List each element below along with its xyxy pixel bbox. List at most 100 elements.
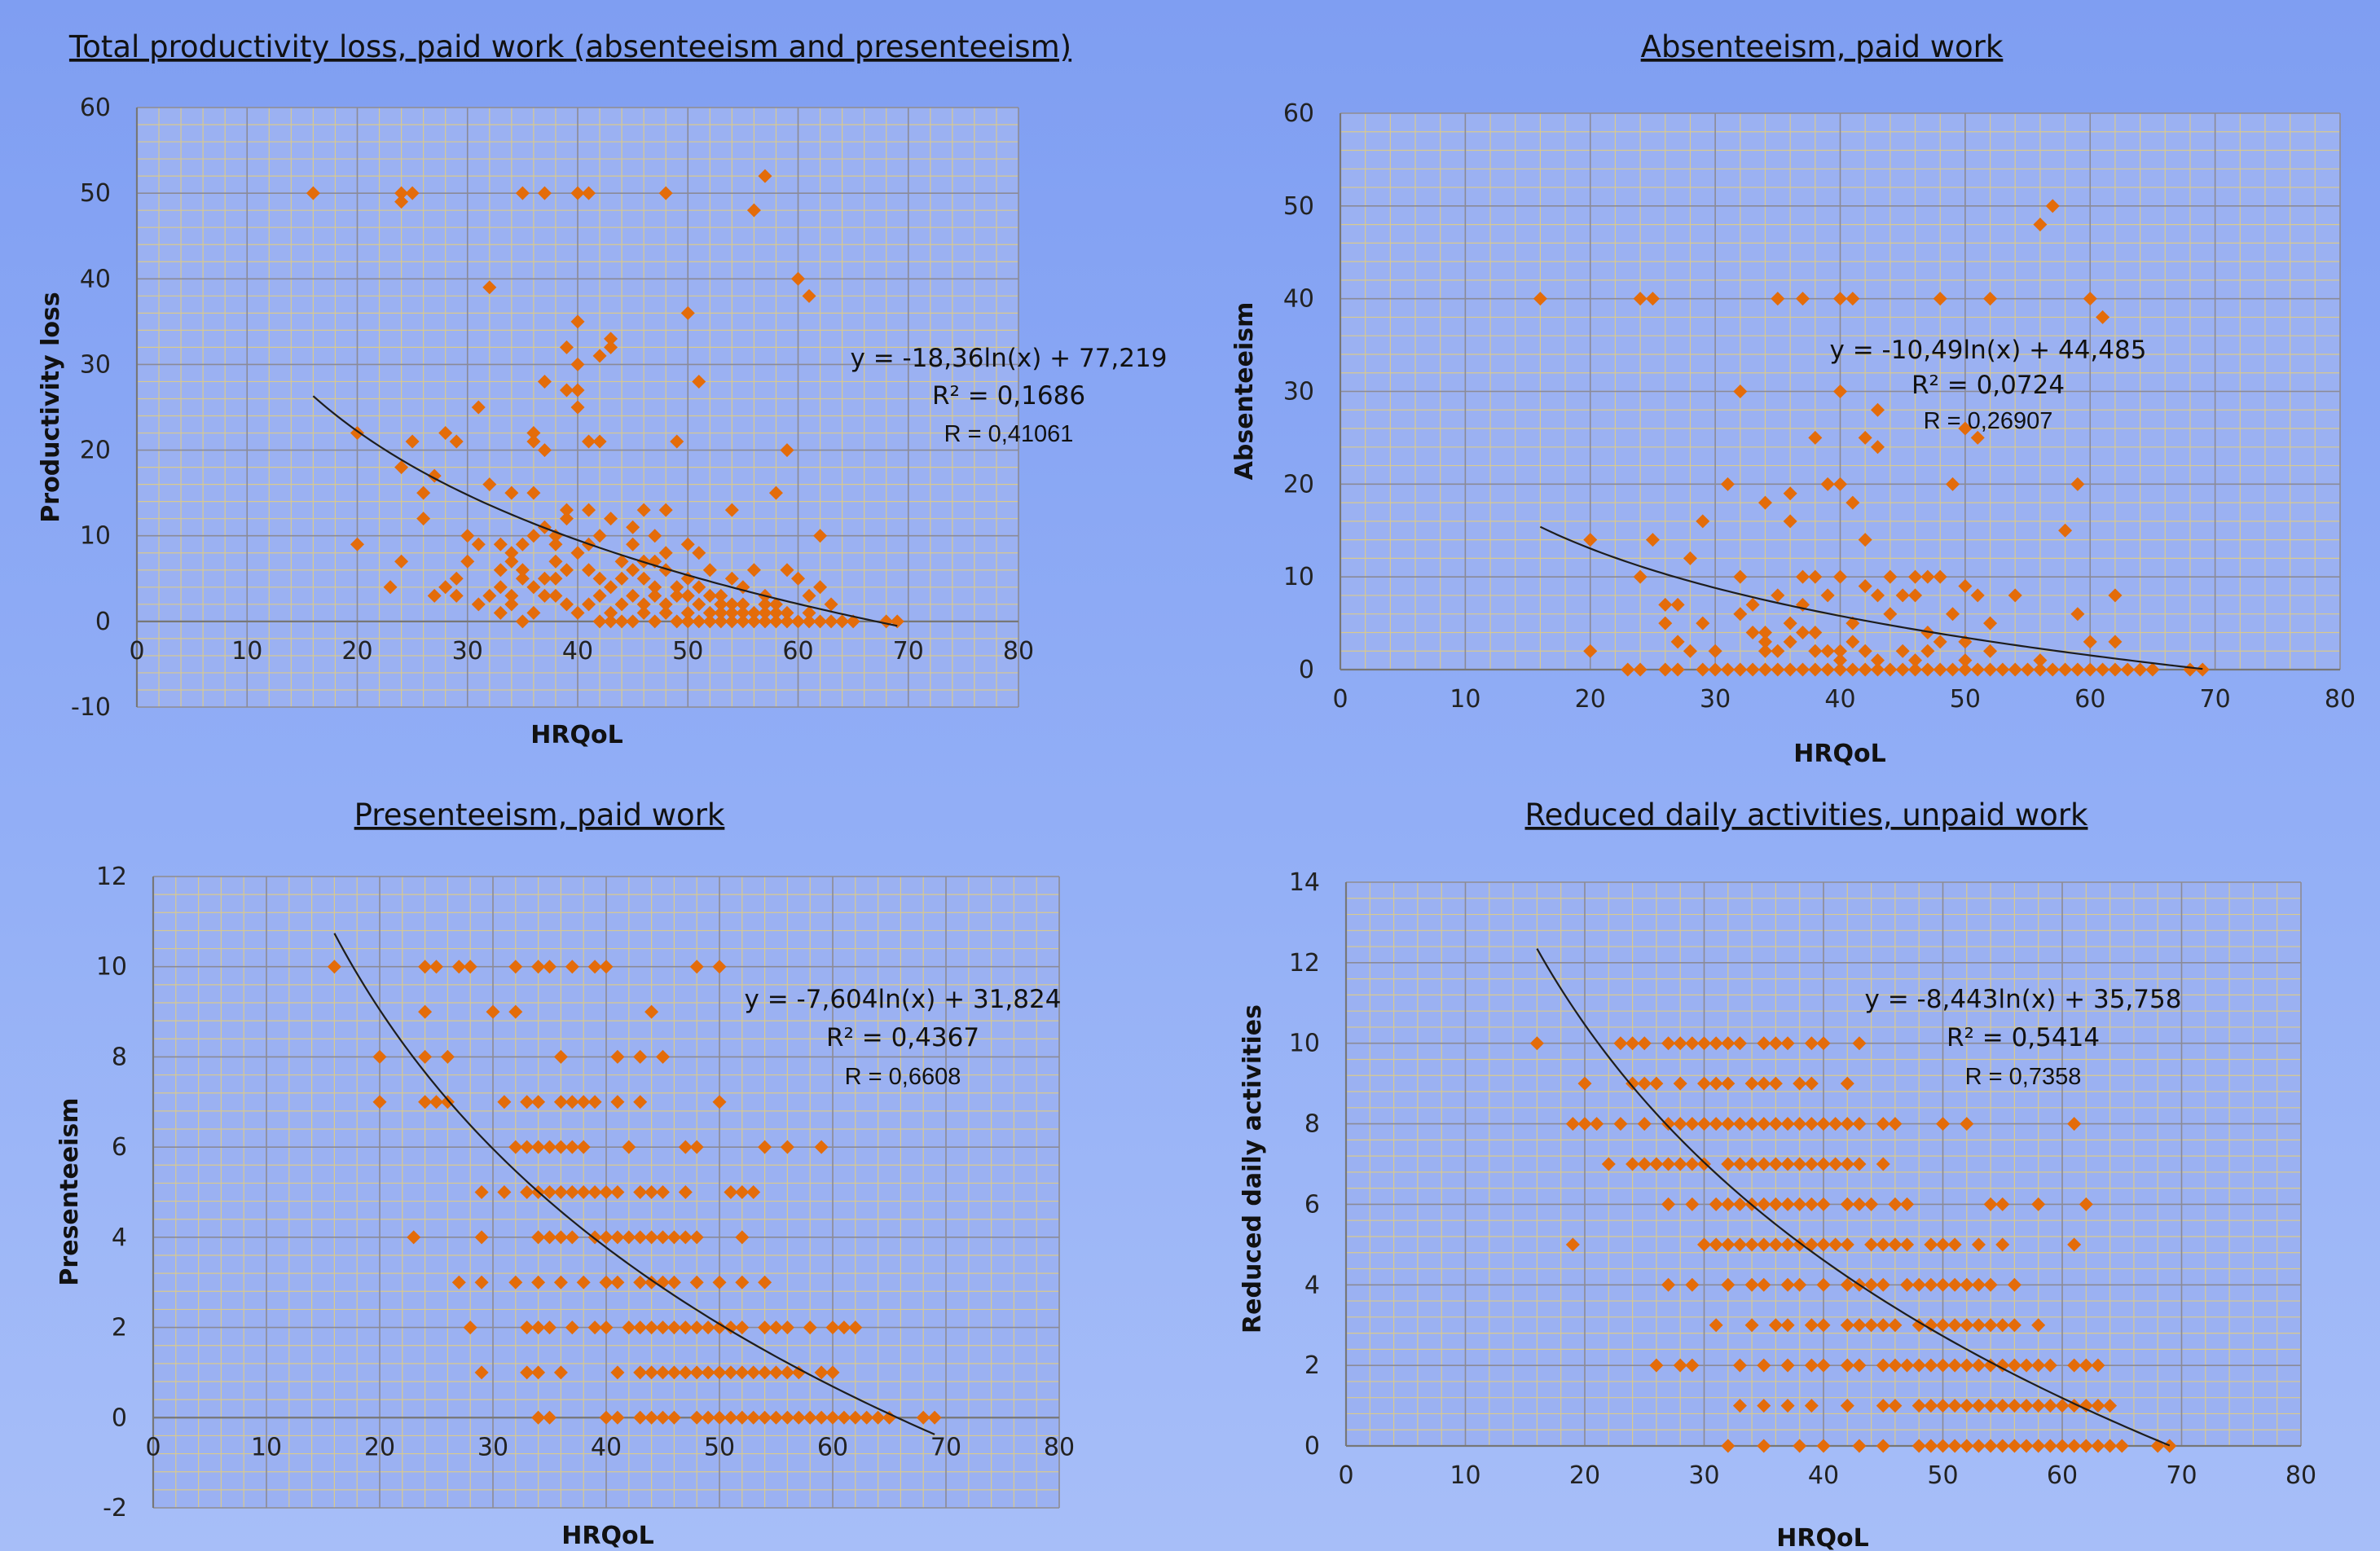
data-point <box>565 1095 579 1109</box>
data-point <box>626 588 640 603</box>
data-point <box>1947 1277 1962 1292</box>
data-point <box>372 1095 387 1109</box>
data-point <box>758 1275 772 1290</box>
data-point <box>604 580 618 595</box>
data-point <box>559 512 574 526</box>
data-point <box>1971 1399 1986 1413</box>
data-point <box>1637 1117 1652 1131</box>
y-tick-label: 0 <box>95 608 111 636</box>
data-point <box>1871 402 1885 417</box>
data-point <box>837 1320 851 1335</box>
data-point <box>372 1049 387 1064</box>
data-point <box>537 374 552 389</box>
data-point <box>633 1230 648 1245</box>
data-point <box>644 1185 659 1199</box>
data-point <box>636 571 651 586</box>
data-point <box>508 960 523 974</box>
data-point <box>570 605 585 620</box>
chart-panel-4: 0 10 20 30 40 50 60 70 80 0 2 4 6 8 10 12 14 Reduced dail… <box>1238 797 2316 1551</box>
data-point <box>599 1410 614 1425</box>
data-point <box>803 1410 817 1425</box>
data-point <box>746 614 761 629</box>
trendline <box>1536 948 2171 1447</box>
data-point <box>2058 523 2073 538</box>
data-point <box>2031 1399 2046 1413</box>
data-point <box>482 477 497 492</box>
data-point <box>656 1230 670 1245</box>
data-point <box>2045 199 2060 213</box>
data-point <box>644 1230 659 1245</box>
data-point <box>508 1275 523 1290</box>
data-point <box>553 1095 568 1109</box>
x-tick-label: 60 <box>2047 1461 2078 1490</box>
data-point <box>1924 1399 1938 1413</box>
data-point <box>1820 662 1835 677</box>
data-point <box>1757 1157 1771 1171</box>
data-point <box>1721 1237 1736 1252</box>
data-point <box>1793 1277 1807 1292</box>
data-point <box>1840 1358 1854 1373</box>
data-point <box>1971 1277 1986 1292</box>
data-point <box>1888 1318 1903 1333</box>
x-tick-label: 70 <box>2166 1461 2197 1490</box>
data-point <box>548 571 563 586</box>
data-point <box>1947 1399 1962 1413</box>
data-point <box>1804 1399 1819 1413</box>
data-point <box>1828 1117 1843 1131</box>
data-point <box>2091 1439 2105 1453</box>
data-point <box>1733 569 1748 584</box>
data-point <box>666 1230 681 1245</box>
data-point <box>565 1140 579 1154</box>
data-point <box>1744 1117 1759 1131</box>
x-tick-label: 50 <box>704 1433 735 1461</box>
data-point <box>2103 1399 2118 1413</box>
data-point <box>449 588 464 603</box>
data-point <box>791 271 805 286</box>
data-point <box>1852 1439 1867 1453</box>
data-point <box>440 1049 455 1064</box>
y-tick-label: 50 <box>80 179 111 208</box>
data-point <box>1828 1157 1843 1171</box>
y-tick-label: 30 <box>80 350 111 379</box>
data-point <box>592 434 607 449</box>
data-point <box>2007 1399 2021 1413</box>
data-point <box>1683 551 1697 565</box>
data-point <box>633 1095 648 1109</box>
data-point <box>1661 1117 1676 1131</box>
r-squared-label: R² = 0,4367 <box>826 1023 979 1052</box>
data-point <box>2007 1318 2021 1333</box>
data-point <box>636 597 651 612</box>
data-point <box>526 486 541 500</box>
data-point <box>1670 635 1685 649</box>
data-point <box>1971 1358 1986 1373</box>
data-point <box>1924 1318 1938 1333</box>
data-point <box>724 1185 738 1199</box>
data-point <box>2079 1439 2093 1453</box>
data-point <box>712 1365 727 1380</box>
data-point <box>1658 597 1673 612</box>
data-point <box>1645 533 1660 547</box>
data-point <box>592 614 607 629</box>
data-point <box>1820 588 1835 603</box>
data-point <box>1840 1157 1854 1171</box>
data-point <box>394 460 409 475</box>
data-point <box>692 374 706 389</box>
data-point <box>515 537 530 551</box>
y-tick-label: 6 <box>112 1133 127 1162</box>
data-point <box>2120 662 2135 677</box>
data-point <box>1583 533 1598 547</box>
data-point <box>1709 1076 1723 1091</box>
data-point <box>2055 1439 2070 1453</box>
data-point <box>1933 662 1947 677</box>
data-point <box>648 529 662 543</box>
r-squared-label: R² = 0,5414 <box>1947 1023 2100 1052</box>
data-point <box>548 588 563 603</box>
data-point <box>1808 662 1823 677</box>
y-tick-label: 50 <box>1283 192 1314 221</box>
data-point <box>1871 653 1885 668</box>
data-point <box>570 357 585 371</box>
data-point <box>592 349 607 363</box>
x-tick-label: 50 <box>672 637 703 666</box>
data-point <box>802 588 816 603</box>
data-point <box>1947 1358 1962 1373</box>
